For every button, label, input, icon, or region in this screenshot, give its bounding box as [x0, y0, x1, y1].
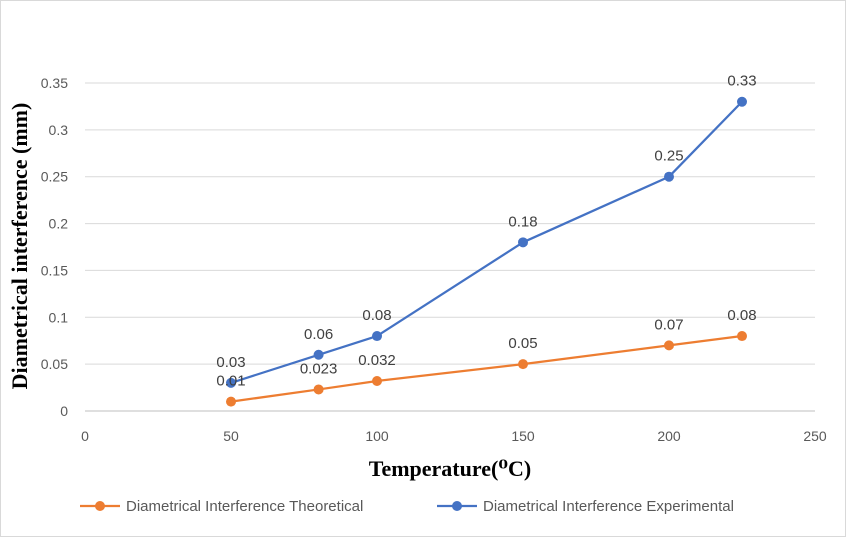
y-tick-label: 0.1 [49, 309, 69, 325]
legend-label-theoretical: Diametrical Interference Theoretical [126, 498, 363, 515]
y-tick-label: 0 [60, 403, 68, 419]
data-label: 0.08 [727, 307, 756, 324]
data-point [518, 237, 528, 248]
data-point [737, 96, 747, 107]
data-labels: 0.01 0.023 0.032 0.05 0.07 0.08 0.03 0.06 0.08 0.… [216, 73, 756, 390]
data-point [372, 331, 382, 342]
data-point [664, 340, 674, 351]
data-label: 0.05 [508, 335, 537, 352]
legend-item-experimental: Diametrical Interference Experimental [437, 498, 734, 515]
data-point [313, 384, 324, 395]
data-label: 0.07 [654, 316, 683, 333]
data-point [226, 396, 236, 407]
series-line-0 [230, 334, 743, 403]
data-point [664, 171, 674, 182]
data-label: 0.33 [727, 73, 756, 90]
x-tick-label: 50 [223, 428, 239, 444]
data-label: 0.06 [304, 326, 333, 343]
legend-item-theoretical: Diametrical Interference Theoretical [80, 498, 363, 515]
y-tick-label: 0.05 [41, 356, 68, 372]
data-label: 0.023 [300, 360, 338, 377]
legend: Diametrical Interference Theoretical Dia… [80, 498, 734, 515]
legend-marker-experimental [452, 501, 462, 511]
gridlines [85, 82, 815, 412]
data-label: 0.03 [216, 354, 245, 371]
x-axis-title: Temperature(⁰C) [369, 456, 531, 481]
series-line-1 [230, 100, 743, 384]
data-label: 0.18 [508, 213, 537, 230]
x-tick-label: 200 [657, 428, 681, 444]
data-point [518, 359, 528, 370]
y-tick-label: 0.2 [49, 216, 69, 232]
y-axis-ticks: 0 0.05 0.1 0.15 0.2 0.25 0.3 0.35 [41, 75, 68, 419]
x-axis-ticks: 0 50 100 150 200 250 [81, 428, 827, 444]
y-tick-label: 0.3 [49, 122, 69, 138]
data-label: 0.08 [362, 307, 391, 324]
x-tick-label: 250 [803, 428, 827, 444]
y-tick-label: 0.15 [41, 262, 68, 278]
data-point [313, 349, 324, 360]
legend-label-experimental: Diametrical Interference Experimental [483, 498, 734, 515]
data-label: 0.25 [654, 148, 683, 165]
y-tick-label: 0.25 [41, 169, 68, 185]
legend-marker-theoretical [95, 501, 105, 511]
y-tick-label: 0.35 [41, 75, 68, 91]
x-tick-label: 0 [81, 428, 89, 444]
data-point [226, 377, 236, 388]
y-axis-title: Diametrical interference (mm) [7, 103, 32, 390]
data-label: 0.032 [358, 352, 396, 369]
data-point [372, 376, 382, 387]
data-point [737, 331, 747, 342]
data-label: 0.01 [216, 373, 245, 390]
series-group [226, 96, 747, 407]
x-tick-label: 150 [511, 428, 535, 444]
x-tick-label: 100 [365, 428, 389, 444]
